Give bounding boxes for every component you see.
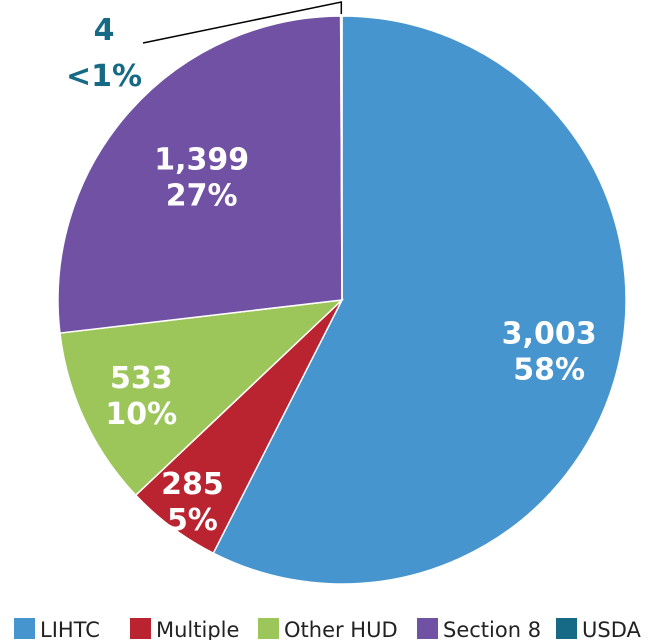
legend-label-lihtc: LIHTC	[40, 618, 100, 640]
value-label-usda: 4	[94, 13, 115, 48]
legend-swatch-section-8	[417, 618, 438, 639]
callout-leader-line	[142, 1, 343, 44]
legend-item-multiple: Multiple	[130, 618, 239, 642]
legend-label-multiple: Multiple	[156, 618, 239, 640]
legend-label-section-8: Section 8	[443, 618, 541, 640]
pie-slice-section-8	[57, 15, 343, 334]
legend-swatch-other-hud	[258, 618, 279, 639]
legend-item-other-hud: Other HUD	[258, 618, 398, 642]
legend-item-section-8: Section 8	[417, 618, 541, 642]
legend: LIHTC Multiple Other HUD Section 8 USDA	[14, 618, 642, 642]
value-label-section-8: 1,399	[154, 143, 249, 178]
pie-slice-lihtc	[212, 15, 627, 585]
legend-swatch-multiple	[130, 618, 151, 639]
value-label-multiple: 285	[161, 467, 224, 502]
value-label-other-hud: 533	[110, 361, 173, 396]
percent-label-usda: <1%	[66, 59, 142, 94]
pie-slice-usda	[339, 15, 343, 301]
percent-label-multiple: 5%	[167, 503, 218, 538]
pie-slices	[57, 15, 627, 585]
legend-label-other-hud: Other HUD	[284, 618, 398, 640]
percent-label-section-8: 27%	[166, 179, 238, 214]
legend-swatch-lihtc	[14, 618, 35, 639]
value-label-lihtc: 3,003	[502, 317, 597, 352]
legend-item-lihtc: LIHTC	[14, 618, 100, 642]
legend-swatch-usda	[556, 618, 577, 639]
percent-label-other-hud: 10%	[105, 397, 177, 432]
legend-item-usda: USDA	[556, 618, 642, 642]
percent-label-lihtc: 58%	[513, 353, 585, 388]
legend-label-usda: USDA	[582, 618, 642, 640]
pie-slice-other-hud	[59, 298, 345, 497]
